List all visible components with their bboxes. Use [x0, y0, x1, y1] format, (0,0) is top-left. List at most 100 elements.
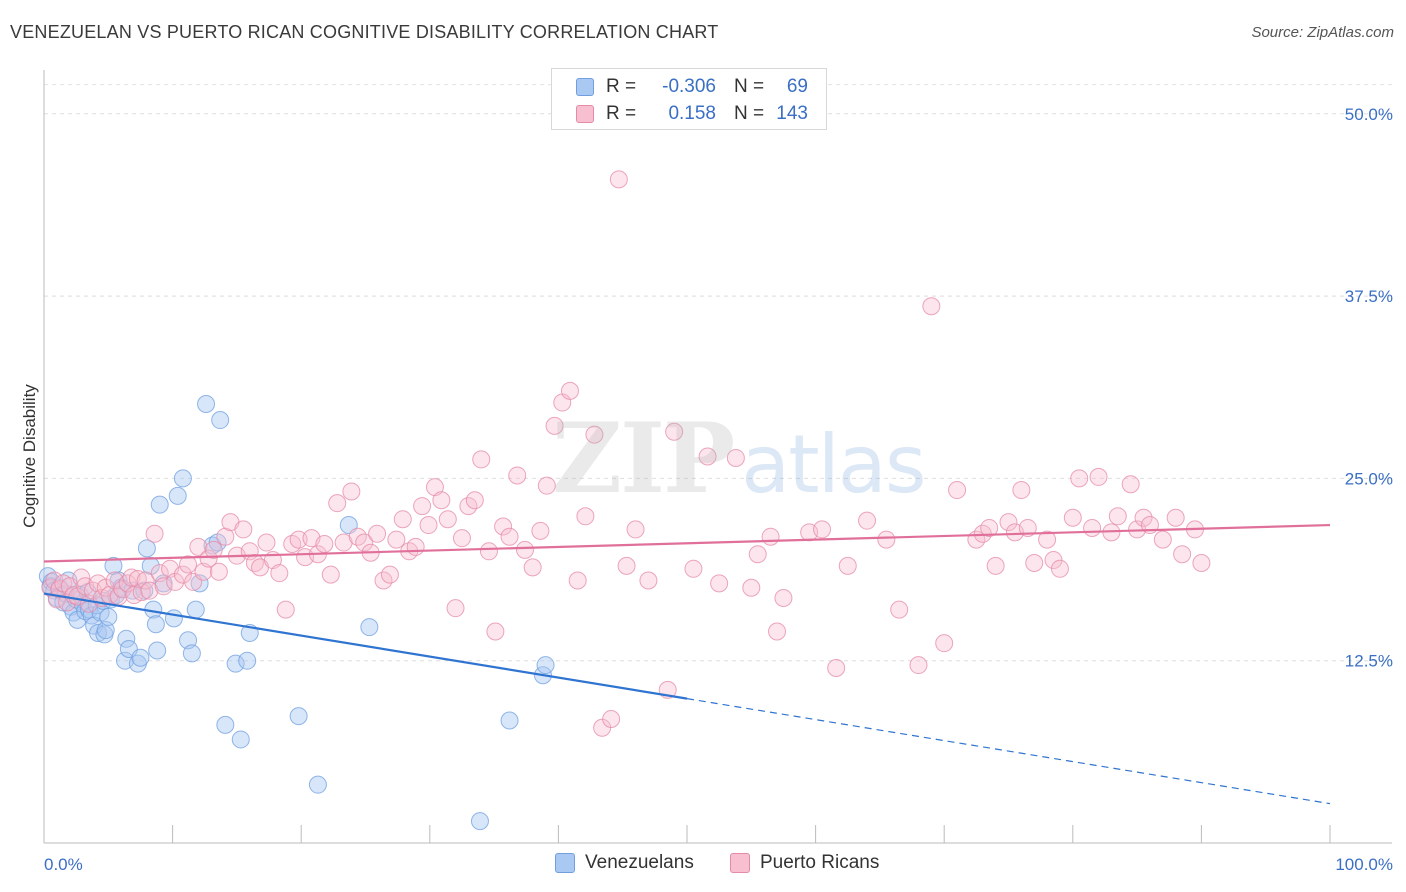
puerto-ricans-point	[132, 583, 151, 602]
puerto-ricans-point	[270, 564, 289, 583]
puerto-ricans-point	[438, 510, 457, 529]
venezuelans-point	[231, 730, 250, 749]
puerto-ricans-point	[576, 507, 595, 526]
puerto-ricans-point	[568, 571, 587, 590]
puerto-ricans-point	[585, 425, 604, 444]
x-tick-label: 0.0%	[44, 855, 83, 874]
puerto-ricans-point	[72, 568, 91, 587]
puerto-ricans-point	[531, 521, 550, 540]
puerto-ricans-point	[355, 533, 374, 552]
venezuelans-trend-line	[43, 592, 688, 700]
y-tick-label: 50.0%	[1345, 105, 1393, 124]
venezuelans-point	[216, 715, 235, 734]
venezuelans-point	[360, 618, 379, 637]
venezuelans-point	[148, 641, 167, 660]
legend-swatch-venezuelans	[576, 78, 594, 96]
y-tick-label: 37.5%	[1345, 287, 1393, 306]
puerto-ricans-point	[909, 656, 928, 675]
puerto-ricans-point	[315, 535, 334, 554]
legend-item-venezuelans[interactable]: Venezuelans	[555, 852, 694, 874]
legend-r-label: R =	[606, 76, 637, 97]
puerto-ricans-point	[432, 491, 451, 510]
puerto-ricans-point	[387, 530, 406, 549]
puerto-ricans-point	[1192, 553, 1211, 572]
puerto-ricans-point	[922, 297, 941, 316]
puerto-ricans-point	[1134, 508, 1153, 527]
legend-swatch-puerto-ricans	[730, 853, 750, 873]
chart-title: VENEZUELAN VS PUERTO RICAN COGNITIVE DIS…	[10, 22, 719, 42]
puerto-ricans-point	[368, 524, 387, 543]
puerto-ricans-point	[761, 527, 780, 546]
venezuelans-point	[470, 812, 489, 831]
venezuelans-point	[150, 495, 169, 514]
data-points	[38, 170, 1211, 831]
axes	[43, 70, 1392, 844]
puerto-ricans-point	[1038, 530, 1057, 549]
puerto-ricans-point	[145, 524, 164, 543]
legend-n-value: 69	[786, 76, 808, 97]
puerto-ricans-point	[980, 518, 999, 537]
puerto-ricans-point	[465, 491, 484, 510]
puerto-ricans-point	[560, 381, 579, 400]
venezuelans-point	[164, 609, 183, 628]
venezuelans-point	[146, 615, 165, 634]
puerto-ricans-point	[1018, 518, 1037, 537]
puerto-ricans-point	[479, 542, 498, 561]
puerto-ricans-point	[122, 568, 141, 587]
legend-row-puerto-ricans: R = 0.158 N = 143	[576, 102, 808, 126]
legend-r-label: R =	[606, 103, 637, 124]
venezuelans-point	[500, 711, 519, 730]
puerto-ricans-point	[204, 540, 223, 559]
puerto-ricans-point	[838, 556, 857, 575]
venezuelans-point	[104, 556, 123, 575]
y-tick-label: 12.5%	[1345, 652, 1393, 671]
venezuelans-point	[536, 656, 555, 675]
puerto-ricans-point	[948, 481, 967, 500]
venezuelans-point	[289, 707, 308, 726]
y-axis-label: Cognitive Disability	[20, 384, 39, 528]
puerto-ricans-point	[1012, 481, 1031, 500]
puerto-ricans-point	[393, 510, 412, 529]
puerto-ricans-point	[609, 170, 628, 189]
venezuelans-point	[182, 644, 201, 663]
venezuelans-point	[96, 621, 115, 640]
puerto-ricans-point	[199, 549, 218, 568]
puerto-ricans-point	[154, 577, 173, 596]
puerto-ricans-point	[413, 497, 432, 516]
puerto-ricans-point	[1108, 507, 1127, 526]
venezuelans-point	[131, 648, 150, 667]
venezuelans-point	[197, 394, 216, 413]
puerto-ricans-point	[1070, 469, 1089, 488]
puerto-ricans-point	[289, 530, 308, 549]
puerto-ricans-point	[179, 555, 198, 574]
puerto-ricans-point	[523, 558, 542, 577]
legend-n-value: 143	[776, 103, 808, 124]
puerto-ricans-point	[486, 622, 505, 641]
puerto-ricans-point	[726, 448, 745, 467]
legend-n-label: N =	[734, 103, 765, 124]
puerto-ricans-point	[877, 530, 896, 549]
grid-lines	[44, 84, 1392, 662]
legend-row-venezuelans: R = -0.306 N = 69	[576, 75, 808, 99]
venezuelans-point	[137, 539, 156, 558]
venezuelans-trend-extension	[686, 698, 1331, 805]
puerto-ricans-point	[813, 520, 832, 539]
venezuelans-point	[238, 651, 257, 670]
venezuelans-point	[211, 411, 230, 430]
puerto-ricans-point	[257, 533, 276, 552]
puerto-ricans-point	[858, 511, 877, 530]
puerto-ricans-point	[626, 520, 645, 539]
legend-item-puerto-ricans[interactable]: Puerto Ricans	[730, 852, 879, 874]
puerto-ricans-point	[452, 529, 471, 548]
puerto-ricans-point	[166, 572, 185, 591]
puerto-ricans-point	[216, 527, 235, 546]
puerto-ricans-point	[1089, 467, 1108, 486]
puerto-ricans-point	[419, 516, 438, 535]
puerto-ricans-point	[602, 710, 621, 729]
trend-lines	[43, 523, 1331, 805]
puerto-ricans-point	[698, 447, 717, 466]
puerto-ricans-point	[209, 562, 228, 581]
tick-labels: 12.5% 25.0% 37.5% 50.0% 0.0% 100.0%	[44, 105, 1393, 874]
puerto-ricans-point	[189, 537, 208, 556]
series-legend: Venezuelans Puerto Ricans	[0, 852, 1406, 876]
